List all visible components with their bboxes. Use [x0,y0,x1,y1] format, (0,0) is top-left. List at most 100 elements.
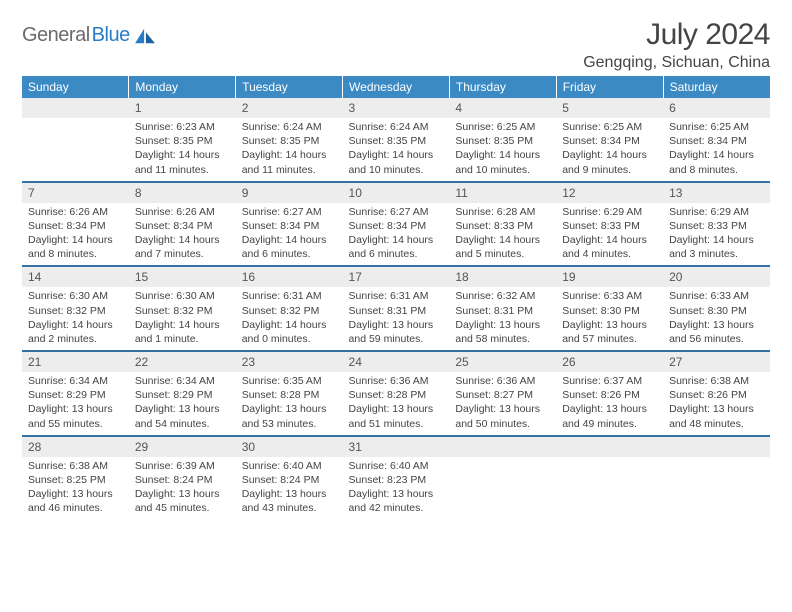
day-number: 10 [343,182,450,203]
calendar-page: General Blue July 2024 Gengqing, Sichuan… [0,0,792,529]
sunset: Sunset: 8:28 PM [349,388,444,402]
sunrise: Sunrise: 6:33 AM [669,289,764,303]
day-number: 12 [556,182,663,203]
sunset: Sunset: 8:31 PM [455,304,550,318]
day-detail: Sunrise: 6:25 AMSunset: 8:34 PMDaylight:… [663,118,770,182]
sunrise: Sunrise: 6:34 AM [135,374,230,388]
daylight: Daylight: 13 hours and 59 minutes. [349,318,444,346]
day-detail: Sunrise: 6:30 AMSunset: 8:32 PMDaylight:… [22,287,129,351]
day-detail: Sunrise: 6:23 AMSunset: 8:35 PMDaylight:… [129,118,236,182]
day-number: 23 [236,351,343,372]
day-number: 29 [129,436,236,457]
sunrise: Sunrise: 6:25 AM [669,120,764,134]
daylight: Daylight: 14 hours and 8 minutes. [28,233,123,261]
day-detail: Sunrise: 6:24 AMSunset: 8:35 PMDaylight:… [236,118,343,182]
daylight: Daylight: 13 hours and 49 minutes. [562,402,657,430]
sunset: Sunset: 8:35 PM [455,134,550,148]
sunset: Sunset: 8:29 PM [135,388,230,402]
sunrise: Sunrise: 6:34 AM [28,374,123,388]
daylight: Daylight: 14 hours and 0 minutes. [242,318,337,346]
day-detail: Sunrise: 6:32 AMSunset: 8:31 PMDaylight:… [449,287,556,351]
brand-logo: General Blue [22,18,156,47]
sunset: Sunset: 8:24 PM [135,473,230,487]
sunrise: Sunrise: 6:24 AM [242,120,337,134]
day-number [663,436,770,457]
dayname: Thursday [449,76,556,98]
sunset: Sunset: 8:26 PM [669,388,764,402]
daylight: Daylight: 13 hours and 56 minutes. [669,318,764,346]
sunset: Sunset: 8:26 PM [562,388,657,402]
sunset: Sunset: 8:35 PM [349,134,444,148]
sunset: Sunset: 8:33 PM [562,219,657,233]
day-detail: Sunrise: 6:38 AMSunset: 8:25 PMDaylight:… [22,457,129,520]
daynum-row: 14151617181920 [22,266,770,287]
header: General Blue July 2024 Gengqing, Sichuan… [22,18,770,72]
brand-word2: Blue [92,24,130,47]
sunset: Sunset: 8:28 PM [242,388,337,402]
day-number: 4 [449,98,556,118]
daylight: Daylight: 13 hours and 50 minutes. [455,402,550,430]
sunset: Sunset: 8:32 PM [135,304,230,318]
day-number: 2 [236,98,343,118]
sunrise: Sunrise: 6:31 AM [349,289,444,303]
day-number: 27 [663,351,770,372]
detail-row: Sunrise: 6:34 AMSunset: 8:29 PMDaylight:… [22,372,770,436]
month-title: July 2024 [583,18,770,52]
sunset: Sunset: 8:29 PM [28,388,123,402]
sunset: Sunset: 8:33 PM [455,219,550,233]
day-number: 15 [129,266,236,287]
daylight: Daylight: 13 hours and 53 minutes. [242,402,337,430]
daylight: Daylight: 13 hours and 58 minutes. [455,318,550,346]
daylight: Daylight: 14 hours and 5 minutes. [455,233,550,261]
sunrise: Sunrise: 6:30 AM [135,289,230,303]
sunset: Sunset: 8:34 PM [349,219,444,233]
daylight: Daylight: 14 hours and 7 minutes. [135,233,230,261]
daylight: Daylight: 14 hours and 2 minutes. [28,318,123,346]
day-number [449,436,556,457]
day-number: 25 [449,351,556,372]
daylight: Daylight: 13 hours and 55 minutes. [28,402,123,430]
day-number: 19 [556,266,663,287]
dayname: Tuesday [236,76,343,98]
location: Gengqing, Sichuan, China [583,54,770,72]
day-number: 20 [663,266,770,287]
day-detail [449,457,556,520]
daynum-row: 28293031 [22,436,770,457]
daynum-row: 123456 [22,98,770,118]
sunrise: Sunrise: 6:27 AM [242,205,337,219]
sunrise: Sunrise: 6:25 AM [562,120,657,134]
calendar-body: 123456Sunrise: 6:23 AMSunset: 8:35 PMDay… [22,98,770,519]
day-detail: Sunrise: 6:35 AMSunset: 8:28 PMDaylight:… [236,372,343,436]
day-number: 22 [129,351,236,372]
dayname: Monday [129,76,236,98]
daylight: Daylight: 13 hours and 46 minutes. [28,487,123,515]
daylight: Daylight: 13 hours and 43 minutes. [242,487,337,515]
daylight: Daylight: 14 hours and 1 minute. [135,318,230,346]
daylight: Daylight: 13 hours and 42 minutes. [349,487,444,515]
daylight: Daylight: 14 hours and 6 minutes. [349,233,444,261]
daylight: Daylight: 13 hours and 45 minutes. [135,487,230,515]
daynum-row: 78910111213 [22,182,770,203]
sunset: Sunset: 8:31 PM [349,304,444,318]
sunrise: Sunrise: 6:40 AM [349,459,444,473]
sunrise: Sunrise: 6:33 AM [562,289,657,303]
sunrise: Sunrise: 6:23 AM [135,120,230,134]
day-detail: Sunrise: 6:33 AMSunset: 8:30 PMDaylight:… [663,287,770,351]
sunrise: Sunrise: 6:29 AM [669,205,764,219]
day-number: 26 [556,351,663,372]
day-number: 14 [22,266,129,287]
sunset: Sunset: 8:35 PM [135,134,230,148]
daylight: Daylight: 13 hours and 54 minutes. [135,402,230,430]
sunset: Sunset: 8:30 PM [562,304,657,318]
day-detail: Sunrise: 6:29 AMSunset: 8:33 PMDaylight:… [556,203,663,267]
day-detail: Sunrise: 6:40 AMSunset: 8:23 PMDaylight:… [343,457,450,520]
detail-row: Sunrise: 6:26 AMSunset: 8:34 PMDaylight:… [22,203,770,267]
day-detail: Sunrise: 6:25 AMSunset: 8:34 PMDaylight:… [556,118,663,182]
daylight: Daylight: 14 hours and 9 minutes. [562,148,657,176]
detail-row: Sunrise: 6:23 AMSunset: 8:35 PMDaylight:… [22,118,770,182]
sunrise: Sunrise: 6:27 AM [349,205,444,219]
day-detail: Sunrise: 6:36 AMSunset: 8:28 PMDaylight:… [343,372,450,436]
day-number: 5 [556,98,663,118]
day-number: 7 [22,182,129,203]
sunrise: Sunrise: 6:38 AM [28,459,123,473]
